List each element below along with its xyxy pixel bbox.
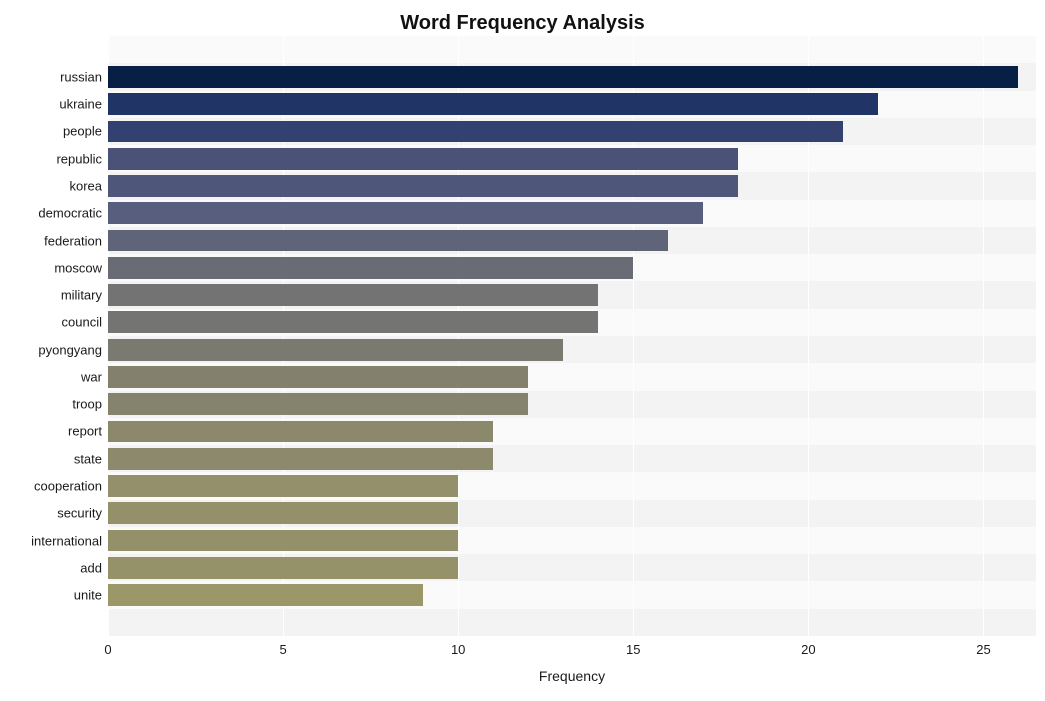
y-tick-label: state: [74, 451, 102, 466]
x-tick-label: 10: [451, 642, 465, 657]
y-tick-label: russian: [60, 69, 102, 84]
y-axis-labels: russian ukraine people republic korea democra…: [0, 36, 108, 636]
chart-title: Word Frequency Analysis: [10, 12, 1035, 35]
bar: [108, 421, 493, 443]
y-tick-label: war: [81, 369, 102, 384]
y-tick-label: unite: [74, 588, 102, 603]
grid-band: [108, 609, 1036, 636]
x-tick-label: 5: [279, 642, 286, 657]
y-tick-label: korea: [69, 179, 102, 194]
y-tick-label: council: [62, 315, 102, 330]
bar: [108, 175, 738, 197]
y-tick-label: international: [31, 533, 102, 548]
bar: [108, 502, 458, 524]
bar: [108, 530, 458, 552]
y-tick-label: pyongyang: [38, 342, 102, 357]
bar: [108, 475, 458, 497]
y-tick-label: troop: [72, 397, 102, 412]
bar: [108, 284, 598, 306]
y-tick-label: republic: [56, 151, 102, 166]
bar: [108, 202, 703, 224]
y-tick-label: add: [80, 560, 102, 575]
y-tick-label: ukraine: [59, 97, 102, 112]
y-tick-label: federation: [44, 233, 102, 248]
y-tick-label: democratic: [38, 206, 102, 221]
bar: [108, 393, 528, 415]
x-tick-label: 20: [801, 642, 815, 657]
bar: [108, 66, 1018, 88]
bar: [108, 366, 528, 388]
y-tick-label: cooperation: [34, 479, 102, 494]
chart-area: russian ukraine people republic korea democra…: [0, 36, 1036, 636]
chart-container: Word Frequency Analysis russian ukraine pe…: [0, 0, 1045, 701]
bar: [108, 557, 458, 579]
y-tick-label: moscow: [54, 260, 102, 275]
y-tick-label: people: [63, 124, 102, 139]
gridline: [983, 36, 984, 636]
bar: [108, 93, 878, 115]
y-tick-label: security: [57, 506, 102, 521]
bar: [108, 584, 423, 606]
x-tick-label: 0: [104, 642, 111, 657]
bar: [108, 148, 738, 170]
y-tick-label: military: [61, 288, 102, 303]
grid-band: [108, 36, 1036, 63]
bar: [108, 448, 493, 470]
x-tick-label: 15: [626, 642, 640, 657]
bar: [108, 339, 563, 361]
bar: [108, 121, 843, 143]
plot-area: 0510152025Frequency: [108, 36, 1036, 636]
x-tick-label: 25: [976, 642, 990, 657]
bar: [108, 230, 668, 252]
x-axis-label: Frequency: [539, 668, 605, 684]
bar: [108, 311, 598, 333]
y-tick-label: report: [68, 424, 102, 439]
bar: [108, 257, 633, 279]
